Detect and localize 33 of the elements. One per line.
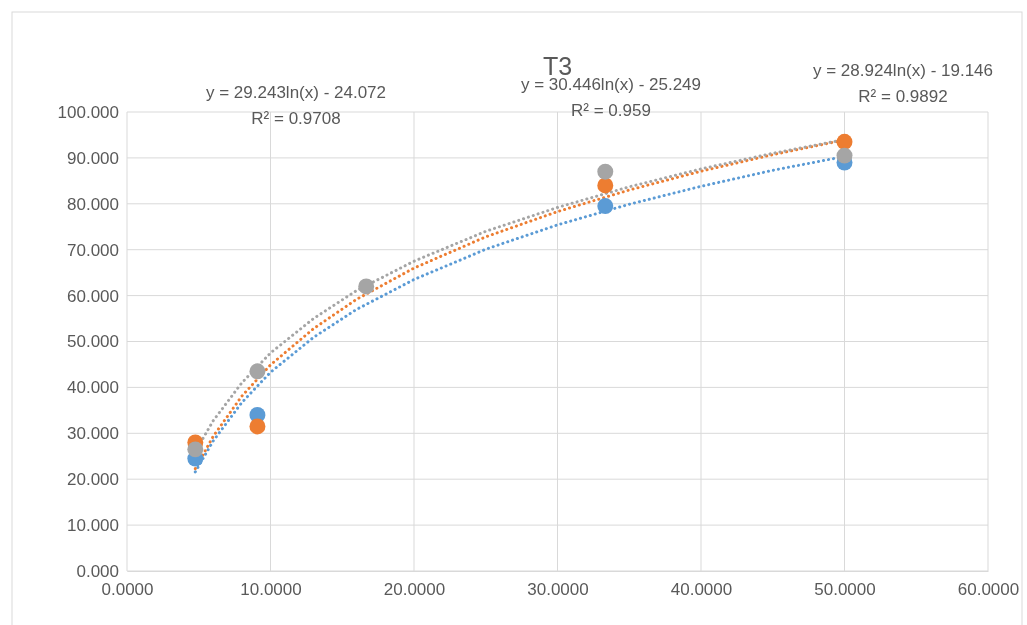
y-tick-label: 90.000 xyxy=(67,148,119,168)
x-tick-label: 10.0000 xyxy=(240,580,302,600)
annotation: R² = 0.9708 xyxy=(251,109,341,128)
point xyxy=(187,441,204,458)
y-tick-label: 30.000 xyxy=(67,424,119,444)
y-tick-label: 40.000 xyxy=(67,378,119,398)
y-tick-label: 20.000 xyxy=(67,470,119,490)
x-tick-label: 30.0000 xyxy=(527,580,589,600)
text: y = 29.243ln(x) - 24.072 xyxy=(205,83,387,102)
x-tick-label: 50.0000 xyxy=(814,580,876,600)
y-tick-label: 80.000 xyxy=(67,194,119,214)
y-tick-label: 60.000 xyxy=(67,286,119,306)
point xyxy=(836,133,853,150)
y-tick-label: 70.000 xyxy=(67,240,119,260)
text: y = 28.924ln(x) - 19.146 xyxy=(812,61,994,80)
y-tick-label: 10.000 xyxy=(67,516,119,536)
y-tick-label: 0.000 xyxy=(76,561,119,581)
point xyxy=(836,147,853,164)
text: y = 30.446ln(x) - 25.249 xyxy=(520,75,702,94)
point xyxy=(597,163,614,180)
x-tick-label: 40.0000 xyxy=(670,580,733,600)
point xyxy=(597,177,614,194)
point xyxy=(249,363,266,380)
point xyxy=(358,278,375,295)
text: R² = 0.9892 xyxy=(858,87,948,106)
x-tick-label: 20.0000 xyxy=(383,580,446,600)
point xyxy=(249,418,266,435)
y-tick-label: 100.000 xyxy=(57,102,119,122)
annotation: R² = 0.959 xyxy=(571,101,651,120)
y-tick-label: 50.000 xyxy=(67,332,119,352)
x-tick-label: 0.0000 xyxy=(101,580,154,600)
point xyxy=(597,198,614,215)
x-tick-label: 60.0000 xyxy=(957,580,1020,600)
